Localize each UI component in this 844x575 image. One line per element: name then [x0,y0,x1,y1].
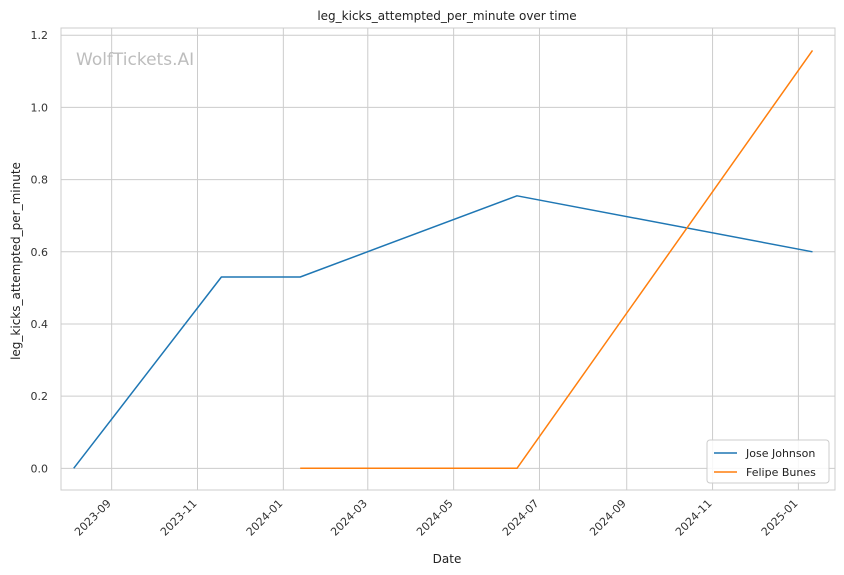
y-tick-label: 1.2 [31,29,49,42]
y-axis-ticks: 0.0 0.2 0.4 0.6 0.8 1.0 1.2 [31,29,49,475]
y-tick-label: 0.6 [31,246,49,259]
legend-box [706,439,830,484]
chart-title: leg_kicks_attempted_per_minute over time [317,9,576,23]
series-line-1 [300,49,814,470]
legend: Jose Johnson Felipe Bunes [706,439,830,484]
watermark: WolfTickets.AI [76,50,194,70]
series-line-0 [73,195,813,469]
grid [61,28,835,490]
y-tick-label: 0.8 [31,174,49,187]
series-layer [73,49,814,470]
legend-label: Felipe Bunes [746,466,816,479]
y-tick-label: 0.0 [31,462,49,475]
x-axis-title: Date [433,552,462,566]
y-tick-label: 0.2 [31,390,49,403]
plot-frame [60,27,836,491]
legend-label: Jose Johnson [745,447,815,460]
y-axis-title: leg_kicks_attempted_per_minute [9,162,23,360]
y-tick-label: 0.4 [31,318,49,331]
y-tick-label: 1.0 [31,101,49,114]
